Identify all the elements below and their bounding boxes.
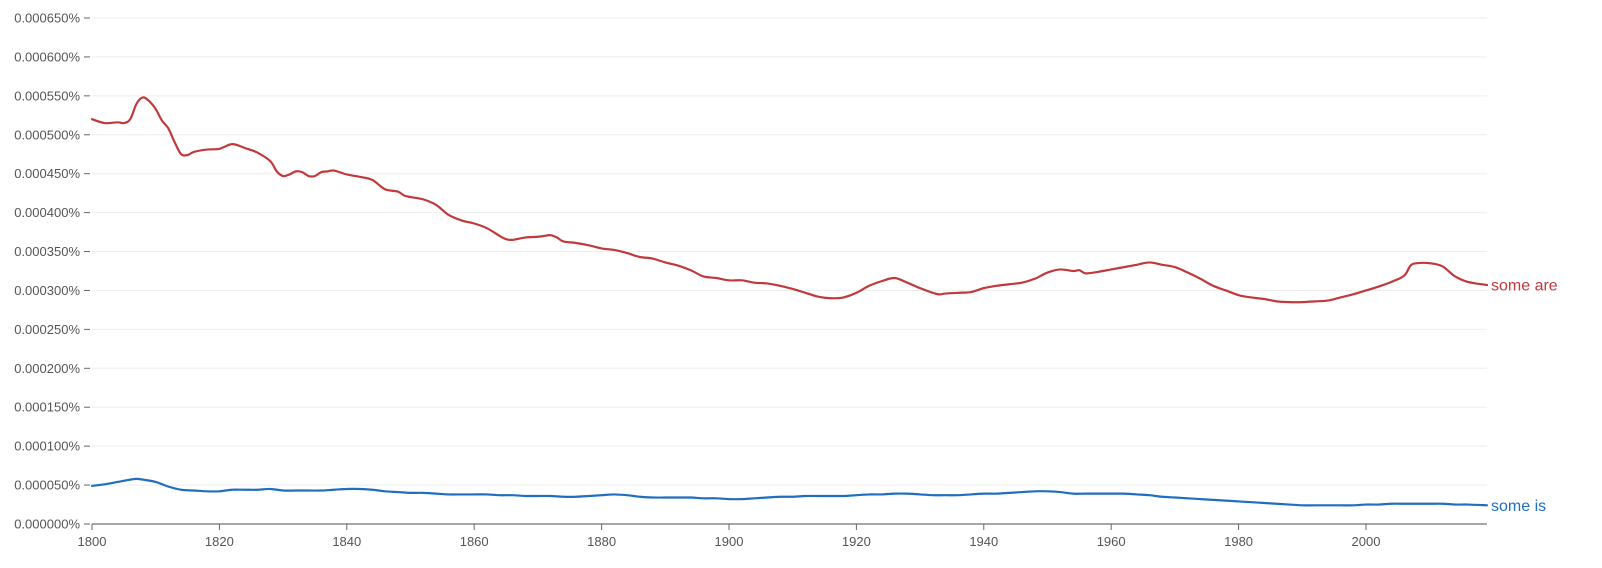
y-axis: 0.000000% 0.000050% 0.000100% 0.000150% 0.00…	[14, 11, 90, 532]
x-tick-label: 1920	[842, 534, 871, 549]
y-tick-label: 0.000150%	[14, 400, 80, 415]
y-tick-label: 0.000050%	[14, 478, 80, 493]
y-tick-label: 0.000650%	[14, 11, 80, 26]
y-tick-label: 0.000400%	[14, 205, 80, 220]
y-tick-label: 0.000100%	[14, 439, 80, 454]
y-tick-label: 0.000350%	[14, 244, 80, 259]
series-line-some-are[interactable]	[90, 96, 1489, 304]
y-tick-label: 0.000000%	[14, 517, 80, 532]
x-tick-label: 1820	[205, 534, 234, 549]
x-tick-label: 1900	[715, 534, 744, 549]
x-tick-label: 1960	[1097, 534, 1126, 549]
x-tick-label: 1860	[460, 534, 489, 549]
series-label-some-is: some is	[1491, 498, 1546, 515]
chart-grid	[92, 17, 1487, 486]
y-tick-label: 0.000600%	[14, 49, 80, 64]
x-axis: 1800 1820 1840 1860 1880 1900 1920 1940 1960 1980…	[78, 523, 1487, 549]
x-tick-label: 2000	[1352, 534, 1381, 549]
y-tick-label: 0.000500%	[14, 127, 80, 142]
x-tick-label: 1800	[78, 534, 107, 549]
x-tick-label: 1840	[332, 534, 361, 549]
x-tick-label: 1940	[969, 534, 998, 549]
y-tick-label: 0.000550%	[14, 88, 80, 103]
series-label-some-are: some are	[1491, 278, 1558, 295]
y-tick-label: 0.000300%	[14, 283, 80, 298]
y-tick-label: 0.000250%	[14, 322, 80, 337]
y-tick-label: 0.000200%	[14, 361, 80, 376]
series-line-some-is[interactable]	[90, 477, 1489, 507]
y-tick-label: 0.000450%	[14, 166, 80, 181]
x-tick-label: 1980	[1224, 534, 1253, 549]
x-tick-label: 1880	[587, 534, 616, 549]
chart-series: some are some is	[90, 96, 1558, 515]
